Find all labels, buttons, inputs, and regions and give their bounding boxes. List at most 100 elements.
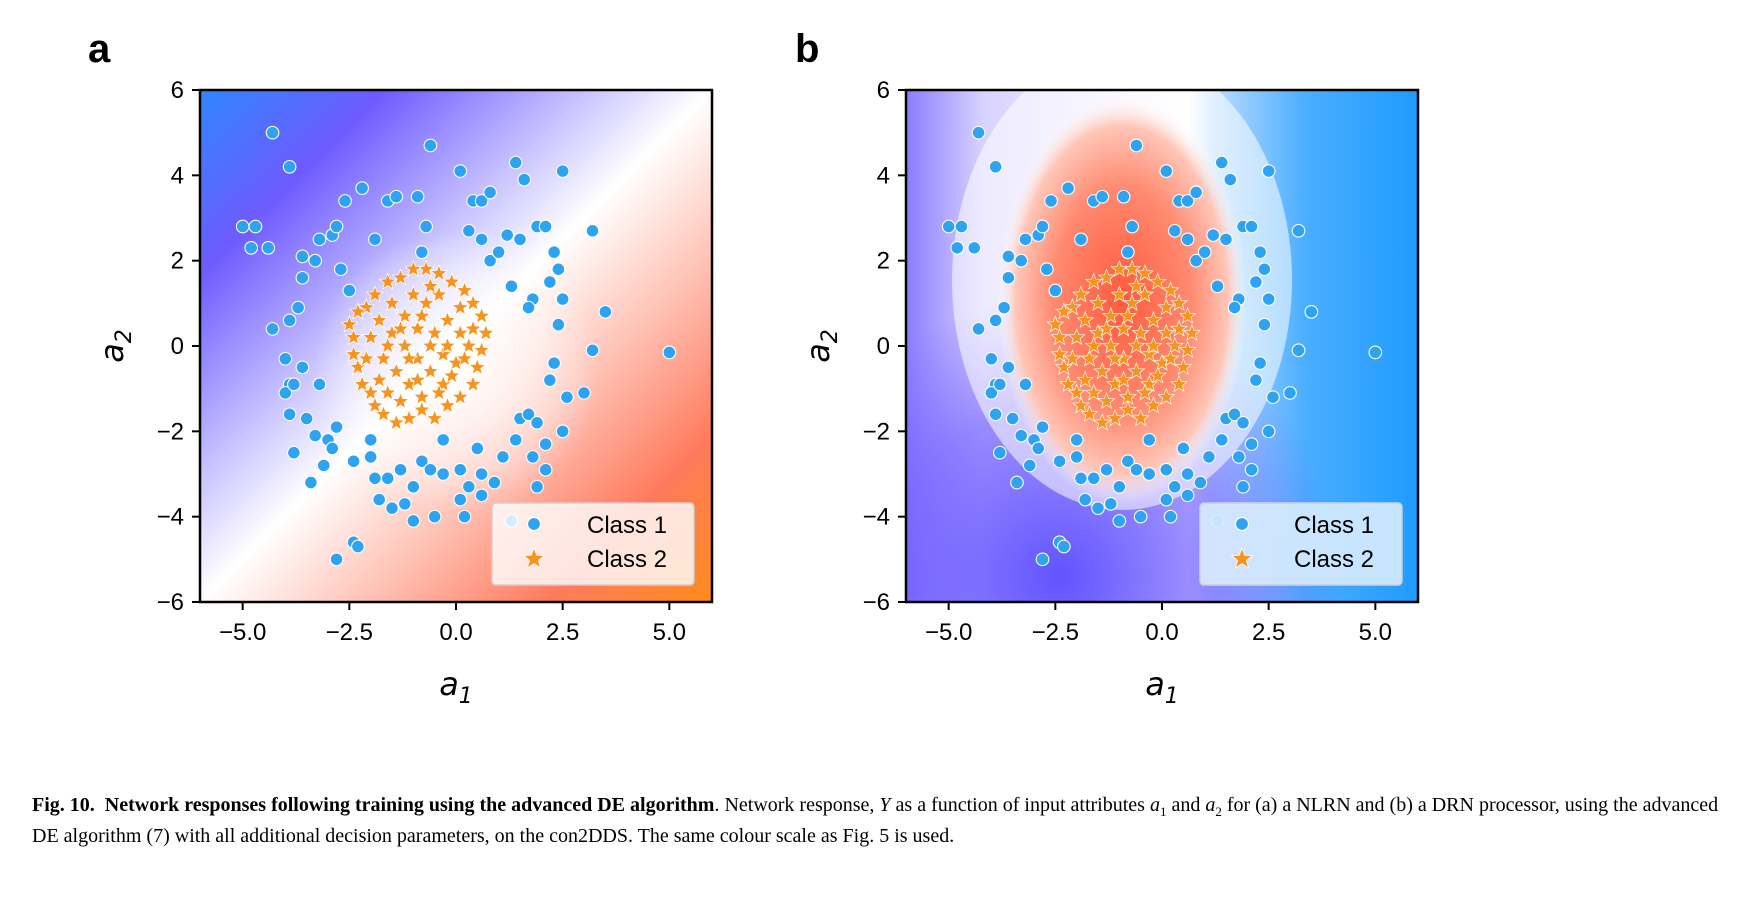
- class1-point: [1253, 245, 1267, 259]
- class1-point: [1257, 262, 1272, 277]
- class2-point: [1097, 319, 1116, 337]
- class1-point: [453, 164, 468, 178]
- class2-point: [1123, 293, 1142, 312]
- x-tick-label: −2.5: [1032, 619, 1079, 646]
- class1-point: [282, 407, 297, 422]
- class2-point: [1114, 370, 1133, 388]
- class1-point: [346, 454, 361, 469]
- class1-point: [1236, 415, 1250, 430]
- class1-point: [406, 479, 421, 494]
- class1-point: [560, 390, 574, 405]
- y-tick-label: 4: [877, 162, 890, 189]
- class2-point: [1050, 327, 1069, 346]
- class1-point: [521, 407, 536, 422]
- class1-point: [355, 181, 369, 195]
- class2-point: [1165, 336, 1184, 354]
- class1-point: [1202, 450, 1216, 464]
- class1-point: [1014, 253, 1029, 268]
- class1-point: [380, 471, 395, 486]
- class1-point: [517, 172, 532, 187]
- class2-point: [387, 362, 406, 380]
- class2-point: [378, 272, 397, 290]
- class2-point: [400, 409, 419, 427]
- class1-point: [1244, 437, 1259, 451]
- legend-label-class1: Class 1: [587, 512, 667, 539]
- class1-point: [342, 283, 357, 298]
- class2-point: [1071, 396, 1090, 414]
- class2-point: [464, 293, 483, 312]
- class1-point: [1035, 552, 1050, 567]
- caption-symbol-a2: a: [1205, 794, 1216, 816]
- caption-symbol-y: Y: [879, 794, 891, 816]
- class1-point: [1304, 305, 1319, 319]
- class2-point: [391, 319, 410, 337]
- class2-point: [468, 357, 487, 376]
- class2-point: [378, 336, 397, 354]
- class1-point: [1001, 360, 1016, 375]
- y-tick-label: −6: [157, 589, 184, 616]
- class1-point: [538, 219, 553, 234]
- class1-point: [997, 300, 1011, 315]
- class1-point: [329, 420, 344, 434]
- class1-point: [1125, 219, 1139, 234]
- ylabel-a: a2: [93, 329, 137, 363]
- class2-point: [1046, 315, 1065, 333]
- class2-point: [429, 383, 448, 401]
- class1-point: [1214, 155, 1229, 170]
- class2-point: [429, 263, 448, 282]
- panel-label-b: b: [795, 27, 819, 71]
- class1-point: [1261, 424, 1276, 439]
- class1-point: [397, 497, 412, 511]
- class2-point: [421, 276, 440, 294]
- class2-point: [400, 349, 419, 367]
- class2-point: [344, 345, 363, 363]
- class2-point: [412, 400, 431, 418]
- class2-point: [1144, 336, 1163, 354]
- class1-point: [504, 279, 519, 294]
- x-tick-label: −5.0: [219, 619, 266, 646]
- class1-point: [282, 159, 297, 174]
- class1-point: [1018, 377, 1033, 392]
- class1-point: [372, 492, 387, 507]
- y-tick-label: 6: [877, 77, 890, 104]
- class1-point: [525, 450, 540, 464]
- class2-point: [361, 383, 380, 401]
- class2-point: [1063, 349, 1082, 367]
- class1-point: [1167, 479, 1182, 494]
- class2-point: [1148, 272, 1167, 290]
- class1-point: [988, 159, 1003, 174]
- class1-point: [551, 262, 566, 277]
- class1-point: [551, 317, 566, 332]
- class2-point: [1101, 306, 1120, 324]
- class1-point: [453, 462, 468, 477]
- class1-point: [423, 138, 438, 153]
- class2-point: [1131, 323, 1150, 341]
- class1-point: [1069, 433, 1084, 447]
- class1-point: [406, 514, 421, 528]
- class2-point: [1076, 370, 1095, 388]
- class1-point: [474, 232, 489, 247]
- class1-point: [508, 155, 523, 170]
- class2-point: [1118, 306, 1137, 324]
- class2-point: [1059, 374, 1078, 393]
- class1-point: [500, 228, 515, 242]
- class2-point: [374, 404, 393, 422]
- class2-point: [1093, 413, 1112, 431]
- class2-point: [365, 285, 384, 303]
- figure-caption: Fig. 10. Network responses following tra…: [32, 793, 1722, 848]
- class2-point: [357, 298, 376, 316]
- class2-point: [1076, 310, 1095, 329]
- y-tick-label: 2: [171, 248, 184, 275]
- x-tick-label: 0.0: [1145, 619, 1178, 646]
- x-tick-label: 0.0: [439, 619, 472, 646]
- class2-point: [1135, 263, 1154, 282]
- class1-point: [1035, 219, 1050, 234]
- class1-point: [474, 467, 489, 481]
- panel-a: a −5.0 −2.5 0.0 2.5 5.0 6 4 2 0 −2 −4 −6 a1 a2 Clas…: [88, 27, 714, 709]
- class1-point: [1368, 345, 1383, 360]
- class1-point: [415, 245, 429, 259]
- ticks-b: −5.0 −2.5 0.0 2.5 5.0 6 4 2 0 −2 −4 −6: [863, 77, 1392, 646]
- class2-point: [348, 357, 367, 376]
- class2-point: [442, 272, 461, 290]
- class2-point: [1161, 349, 1180, 367]
